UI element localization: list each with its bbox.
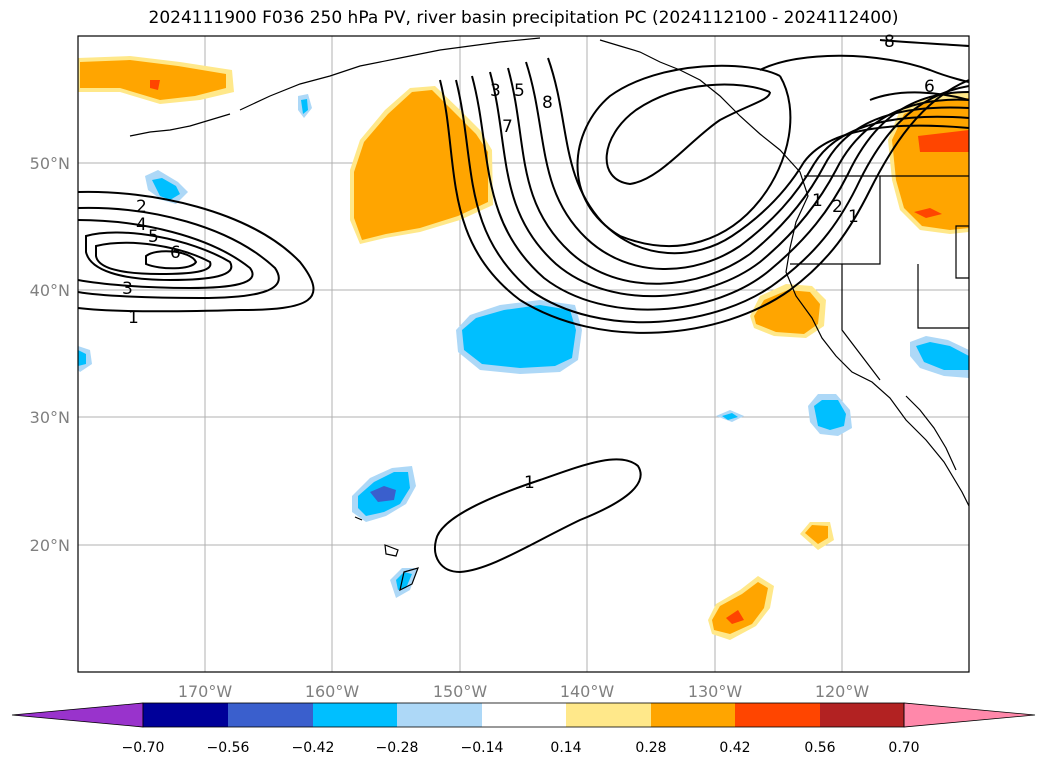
contour-label: 3 (122, 279, 133, 299)
contour-label: 1 (848, 207, 859, 227)
lat-tick: 40°N (30, 281, 70, 300)
contour-label: 5 (148, 227, 159, 247)
colorbar-tick: 0.14 (550, 740, 581, 756)
colorbar-segment (566, 703, 651, 727)
colorbar: −0.70 −0.56 −0.42 −0.28 −0.14 0.14 0.28 … (11, 702, 1036, 756)
contour-label: 8 (884, 32, 895, 52)
colorbar-extend-low (11, 702, 144, 728)
colorbar-segment (735, 703, 820, 727)
colorbar-segment (482, 703, 566, 727)
contour-label: 4 (136, 215, 147, 235)
colorbar-tick: −0.70 (122, 740, 165, 756)
contour-label: 7 (502, 117, 513, 137)
lon-tick: 150°W (433, 682, 488, 701)
contour-label: 3 (490, 81, 501, 101)
colorbar-segment (397, 703, 482, 727)
colorbar-tick: −0.28 (376, 740, 419, 756)
contour-label: 1 (524, 473, 535, 493)
colorbar-segment (228, 703, 313, 727)
colorbar-tick: −0.14 (461, 740, 504, 756)
map-frame (77, 35, 970, 673)
coastlines (129, 37, 969, 592)
colorbar-segment (651, 703, 735, 727)
colorbar-segment (143, 703, 228, 727)
contour-label: 8 (542, 93, 553, 113)
colorbar-tick: 0.42 (719, 740, 750, 756)
colorbar-tick: 0.56 (804, 740, 835, 756)
lon-tick: 140°W (560, 682, 615, 701)
lat-tick: 20°N (30, 536, 70, 555)
precip-fills (78, 56, 969, 640)
contour-label: 1 (128, 308, 139, 328)
lat-tick: 50°N (30, 154, 70, 173)
colorbar-tick: −0.42 (292, 740, 335, 756)
contour-labels: 1 2 3 4 5 6 1 3 5 8 7 8 6 1 2 1 (122, 32, 935, 493)
lat-tick-labels: 50°N 40°N 30°N 20°N (30, 154, 70, 555)
map-title: 2024111900 F036 250 hPa PV, river basin … (148, 8, 899, 28)
lon-tick: 120°W (815, 682, 870, 701)
colorbar-extend-high (903, 702, 1036, 728)
lon-tick-labels: 170°W 160°W 150°W 140°W 130°W 120°W (178, 682, 870, 701)
contour-label: 6 (170, 243, 181, 263)
lon-tick: 130°W (688, 682, 743, 701)
colorbar-tick: −0.56 (207, 740, 250, 756)
colorbar-segment (820, 703, 904, 727)
colorbar-tick: 0.28 (635, 740, 666, 756)
lon-tick: 160°W (305, 682, 360, 701)
colorbar-tick: 0.70 (888, 740, 919, 756)
contour-label: 6 (924, 77, 935, 97)
contour-label: 2 (832, 197, 843, 217)
contour-label: 5 (514, 81, 525, 101)
lon-tick: 170°W (178, 682, 233, 701)
pv-contours (78, 39, 969, 574)
lat-tick: 30°N (30, 408, 70, 427)
contour-label: 1 (812, 191, 823, 211)
contour-label: 2 (136, 197, 147, 217)
colorbar-segment (313, 703, 397, 727)
colorbar-tick-labels: −0.70 −0.56 −0.42 −0.28 −0.14 0.14 0.28 … (122, 740, 920, 756)
